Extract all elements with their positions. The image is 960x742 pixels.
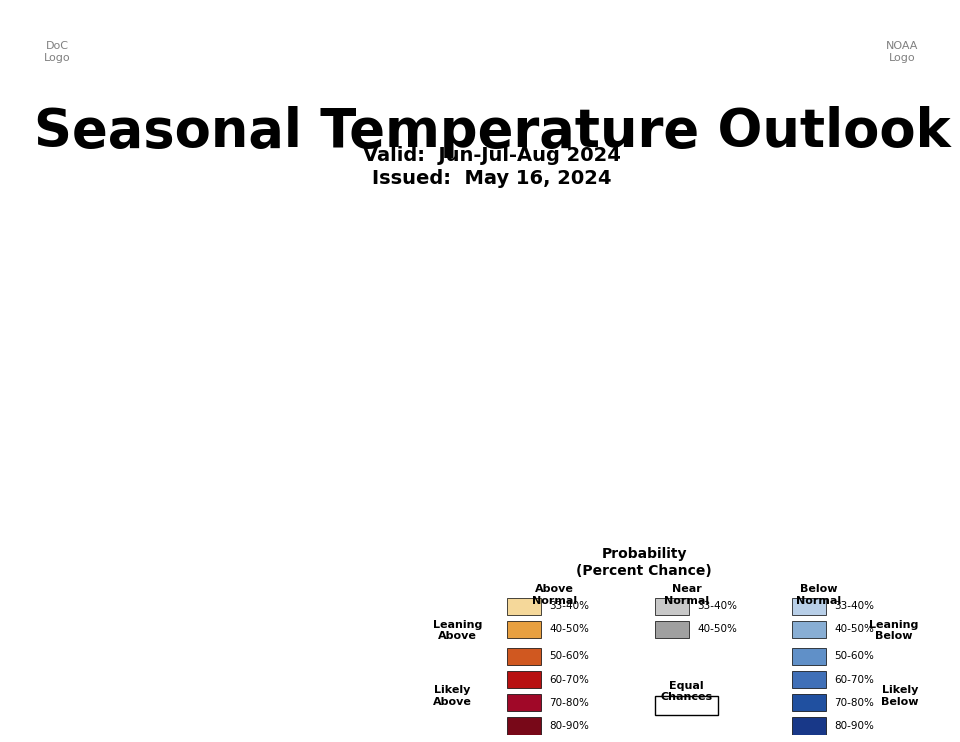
Text: Equal
Chances: Equal Chances [660,680,712,702]
Text: 80-90%: 80-90% [834,721,875,731]
Text: NOAA
Logo: NOAA Logo [886,41,919,63]
Text: 80-90%: 80-90% [549,721,589,731]
Text: 33-40%: 33-40% [834,601,875,611]
Text: 40-50%: 40-50% [834,625,875,634]
Text: Above
Normal: Above Normal [532,584,577,605]
Text: Probability
(Percent Chance): Probability (Percent Chance) [576,548,712,578]
Text: Leaning
Below: Leaning Below [870,620,919,641]
Text: Below
Normal: Below Normal [796,584,841,605]
Text: 60-70%: 60-70% [834,674,875,685]
FancyBboxPatch shape [507,718,541,735]
FancyBboxPatch shape [792,621,827,638]
FancyBboxPatch shape [792,597,827,615]
FancyBboxPatch shape [655,621,689,638]
Text: Valid:  Jun-Jul-Aug 2024: Valid: Jun-Jul-Aug 2024 [363,146,621,165]
Text: DoC
Logo: DoC Logo [44,41,71,63]
FancyBboxPatch shape [507,694,541,712]
FancyBboxPatch shape [655,597,689,615]
FancyBboxPatch shape [507,671,541,689]
FancyBboxPatch shape [507,648,541,665]
FancyBboxPatch shape [792,648,827,665]
Text: 50-60%: 50-60% [549,651,589,661]
Text: 60-70%: 60-70% [549,674,589,685]
Text: 33-40%: 33-40% [549,601,589,611]
Text: 70-80%: 70-80% [834,697,875,708]
FancyBboxPatch shape [507,597,541,615]
Text: Likely
Above: Likely Above [433,685,471,707]
FancyBboxPatch shape [507,621,541,638]
FancyBboxPatch shape [507,741,541,742]
Text: Near
Normal: Near Normal [663,584,709,605]
Text: 50-60%: 50-60% [834,651,875,661]
FancyBboxPatch shape [792,741,827,742]
FancyBboxPatch shape [792,671,827,689]
FancyBboxPatch shape [655,696,718,715]
Text: 40-50%: 40-50% [697,625,737,634]
FancyBboxPatch shape [792,718,827,735]
Text: 70-80%: 70-80% [549,697,589,708]
Text: Seasonal Temperature Outlook: Seasonal Temperature Outlook [34,106,950,158]
Text: Likely
Below: Likely Below [881,685,919,707]
Text: Leaning
Above: Leaning Above [433,620,482,641]
Text: Issued:  May 16, 2024: Issued: May 16, 2024 [372,169,612,188]
Text: 40-50%: 40-50% [549,625,589,634]
FancyBboxPatch shape [792,694,827,712]
Text: 33-40%: 33-40% [697,601,737,611]
